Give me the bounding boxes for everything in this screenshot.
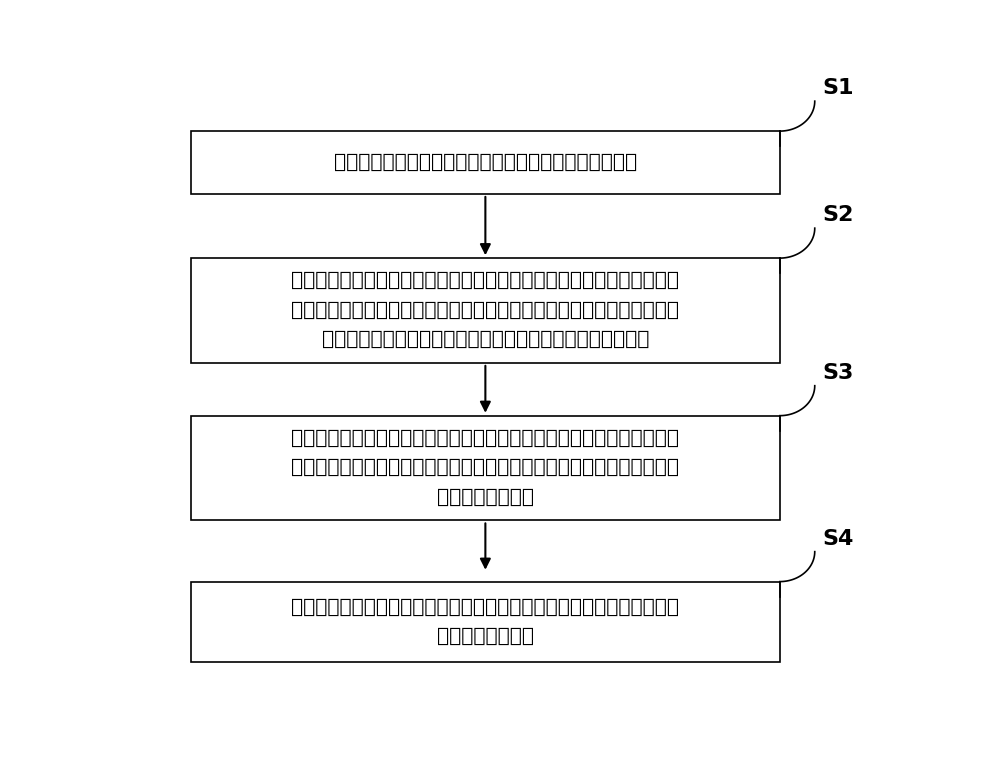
Bar: [191, 258, 780, 363]
Text: 通过成像探头对试样上表面扫描获取光图像和热图像数据: 通过成像探头对试样上表面扫描获取光图像和热图像数据: [334, 152, 637, 172]
Text: 根据系统误差相对应的光图像或热图像像素数量确定中心区域的大小；将
第一个图像的中心区域在第二个图像内进行相关搜索计算相关系数，相关
系数为最大值时所对应的两张图: 根据系统误差相对应的光图像或热图像像素数量确定中心区域的大小；将 第一个图像的中…: [291, 272, 679, 349]
Text: S3: S3: [822, 363, 854, 383]
Text: S2: S2: [822, 205, 854, 225]
Text: S4: S4: [822, 528, 854, 548]
Bar: [191, 415, 780, 520]
Bar: [191, 131, 780, 194]
Bar: [191, 582, 780, 663]
Text: 根据图像子区计算相关系数和均方差统计系数，相关系数反映了待测试样
与标准试样同类位置的相似性；均方差统计系数反映了待测试样的不同位
置工艺的稳定性；: 根据图像子区计算相关系数和均方差统计系数，相关系数反映了待测试样 与标准试样同类…: [291, 429, 679, 506]
Text: 将所述相关系数和均方差统计系数与预设的阈值进行比较，根据比较结果
获得工艺质量评估: 将所述相关系数和均方差统计系数与预设的阈值进行比较，根据比较结果 获得工艺质量评…: [291, 598, 679, 646]
Text: S1: S1: [822, 78, 854, 98]
